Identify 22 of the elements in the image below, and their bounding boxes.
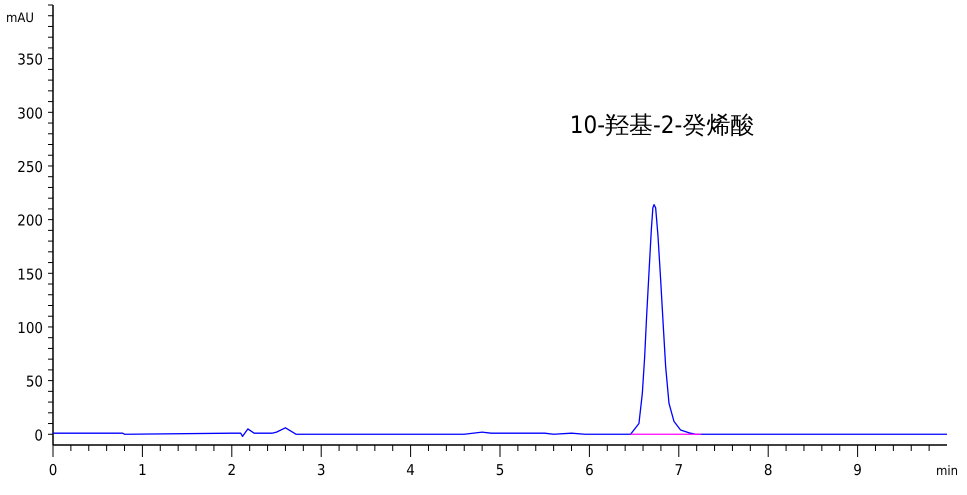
y-tick-label: 150 — [17, 265, 43, 284]
y-axis-title: mAU — [6, 11, 34, 26]
x-tick-label: 0 — [48, 461, 58, 479]
x-axis-title: min — [936, 464, 958, 479]
x-tick-label: 6 — [585, 461, 594, 479]
x-tick-label: 3 — [316, 461, 326, 479]
y-tick-label: 200 — [17, 212, 43, 230]
x-tick-label: 5 — [496, 461, 504, 479]
x-tick-label: 4 — [406, 461, 415, 479]
y-tick-label: 0 — [34, 426, 43, 444]
x-tick-label: 2 — [228, 461, 236, 479]
x-tick-label: 9 — [853, 461, 862, 479]
y-tick-label: 350 — [17, 50, 43, 69]
y-tick-label: 50 — [26, 372, 43, 391]
x-tick-label: 7 — [674, 461, 684, 479]
y-tick-label: 250 — [17, 158, 43, 176]
y-tick-label: 300 — [17, 104, 43, 122]
annotation: 10-羟基-2-癸烯酸 — [570, 111, 754, 140]
line-series — [52, 204, 948, 438]
x-tick-label: 8 — [764, 461, 772, 479]
y-tick-label: 100 — [17, 318, 43, 337]
x-tick-label: 1 — [138, 461, 147, 479]
